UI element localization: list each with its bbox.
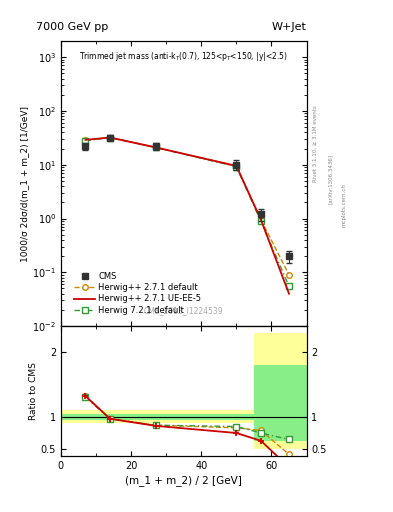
Bar: [110, 414, 184, 420]
Text: mcplots.cern.ch: mcplots.cern.ch: [342, 183, 347, 227]
Text: Trimmed jet mass (anti-k$_T$(0.7), 125<p$_T$<150, |y|<2.5): Trimmed jet mass (anti-k$_T$(0.7), 125<p…: [79, 50, 288, 62]
Text: CMS_2013_I1224539: CMS_2013_I1224539: [144, 306, 224, 315]
Bar: [254, 365, 279, 441]
X-axis label: (m_1 + m_2) / 2 [GeV]: (m_1 + m_2) / 2 [GeV]: [125, 475, 242, 485]
Bar: [279, 365, 307, 441]
Bar: [184, 414, 254, 420]
Legend: CMS, Herwig++ 2.7.1 default, Herwig++ 2.7.1 UE-EE-5, Herwig 7.2.1 default: CMS, Herwig++ 2.7.1 default, Herwig++ 2.…: [72, 271, 203, 316]
Bar: [279, 333, 307, 449]
Bar: [184, 410, 254, 423]
Text: [arXiv:1306.3436]: [arXiv:1306.3436]: [328, 154, 333, 204]
Y-axis label: Ratio to CMS: Ratio to CMS: [29, 362, 38, 420]
Y-axis label: 1000/σ 2dσ/d(m_1 + m_2) [1/GeV]: 1000/σ 2dσ/d(m_1 + m_2) [1/GeV]: [20, 105, 29, 262]
Text: W+Jet: W+Jet: [272, 23, 307, 32]
Bar: [61, 410, 110, 423]
Bar: [254, 333, 279, 449]
Bar: [61, 414, 110, 420]
Text: 7000 GeV pp: 7000 GeV pp: [36, 23, 108, 32]
Bar: [110, 410, 184, 423]
Text: Rivet 3.1.10, ≥ 3.1M events: Rivet 3.1.10, ≥ 3.1M events: [312, 105, 318, 182]
